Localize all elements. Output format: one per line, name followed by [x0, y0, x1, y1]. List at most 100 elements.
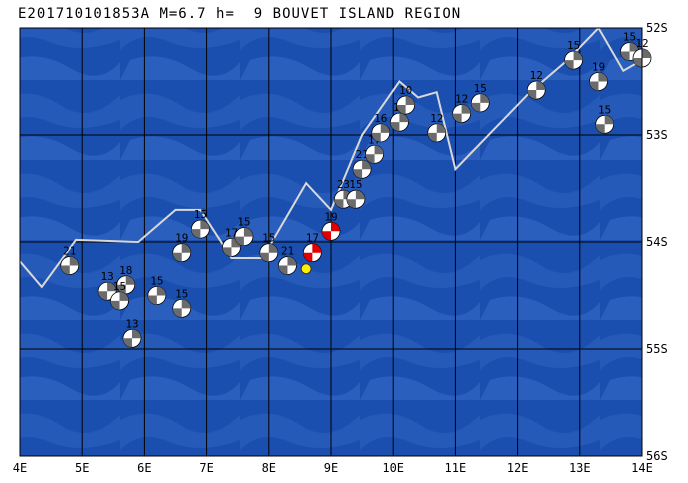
beachball-compression: [365, 154, 375, 164]
mechanism-depth-label: 15: [262, 232, 275, 245]
beachball-compression: [234, 236, 244, 246]
longitude-tick-label: 8E: [262, 461, 276, 475]
latitude-tick-label: 54S: [646, 235, 668, 249]
beachball-compression: [436, 123, 446, 133]
mechanism-depth-label: 23: [337, 178, 350, 191]
beachball-compression: [471, 102, 481, 112]
beachball-compression: [374, 145, 384, 155]
beachball-compression: [355, 190, 365, 200]
beachball-compression: [69, 256, 79, 266]
beachball-compression: [181, 243, 191, 253]
mechanism-depth-label: 19: [324, 210, 337, 223]
beachball-compression: [303, 252, 313, 262]
focal-mechanism: 13: [97, 270, 117, 301]
focal-mechanism: 15: [259, 232, 279, 263]
beachball-compression: [480, 93, 490, 103]
focal-mechanism: 19: [321, 210, 341, 241]
beachball-compression: [331, 222, 340, 232]
beachball-compression: [334, 199, 344, 209]
beachball-compression: [380, 123, 390, 133]
focal-mechanism: 15: [564, 39, 583, 70]
beachball-compression: [259, 252, 269, 262]
beachball-compression: [371, 132, 381, 142]
beachball-compression: [390, 122, 400, 132]
longitude-tick-label: 14E: [631, 461, 653, 475]
focal-mechanism: 15: [346, 178, 366, 209]
focal-mechanism: 16: [371, 112, 391, 143]
mechanism-depth-label: 15: [150, 275, 163, 288]
longitude-tick-label: 4E: [13, 461, 27, 475]
plate-boundary-line: [19, 26, 643, 289]
focal-mechanism: 18: [116, 264, 136, 295]
longitude-tick-label: 5E: [75, 461, 89, 475]
focal-mechanism: 12: [632, 37, 652, 68]
beachball-compression: [620, 51, 630, 61]
beachball-compression: [396, 105, 406, 115]
longitude-tick-label: 6E: [137, 461, 151, 475]
map-title: E201710101853A M=6.7 h= 9 BOUVET ISLAND …: [18, 6, 461, 22]
beachball-compression: [243, 227, 253, 237]
focal-mechanism: 15: [470, 82, 490, 113]
beachball-compression: [119, 291, 129, 301]
beachball-compression: [629, 42, 639, 52]
beachball-compression: [172, 252, 182, 262]
beachball-compression: [191, 229, 201, 239]
epicenter-marker: [300, 263, 312, 275]
beachball-compression: [312, 243, 322, 253]
mechanism-depth-label: 21: [281, 245, 294, 258]
beachball-compression: [172, 308, 182, 318]
beachball-compression: [633, 57, 642, 67]
mechanism-depth-label: 17: [306, 232, 319, 245]
focal-mechanism: 21: [352, 148, 372, 179]
focal-mechanism: 19: [589, 61, 608, 91]
focal-mechanism: 17: [222, 226, 241, 257]
beachball-compression: [131, 329, 141, 339]
longitude-tick-label: 13E: [569, 461, 591, 475]
focal-mechanism: 15: [190, 208, 210, 239]
beachball-compression: [595, 124, 605, 134]
beachball-compression: [362, 160, 372, 170]
latitude-tick-label: 53S: [646, 128, 668, 142]
longitude-tick-label: 11E: [445, 461, 467, 475]
beachball-compression: [107, 282, 117, 292]
beachball-compression: [222, 247, 232, 257]
beachball-compression: [231, 238, 241, 248]
focal-mechanism: 10: [396, 84, 416, 115]
mechanism-depth-label: 10: [399, 84, 412, 97]
axis-tick-labels: 4E 5E 6E 7E 8E 9E 10E 11E 12E 13E 14E 52S 53S 54S 55S 5…: [13, 21, 668, 475]
mechanism-depth-label: 21: [63, 245, 76, 258]
beachball-compression: [598, 72, 608, 82]
beachball-compression: [527, 90, 537, 100]
region-name: BOUVET ISLAND REGION: [272, 6, 462, 22]
beachball-compression: [642, 48, 651, 58]
beachball-compression: [116, 284, 126, 294]
focal-mechanism: 13: [122, 317, 142, 348]
mechanism-depth-label: 15: [598, 103, 611, 116]
beachball-compression: [461, 104, 471, 114]
mechanism-depth-label: 15: [113, 280, 126, 293]
mechanism-depth-label: 19: [592, 61, 605, 74]
map-frame: 2113181315151515191715152117192315211716…: [19, 26, 652, 457]
beachball-compression: [156, 286, 166, 296]
beachball-compression: [573, 51, 583, 61]
mechanism-depth-label: 12: [530, 69, 543, 82]
beachball-compression: [604, 115, 614, 125]
beachball-compression: [405, 96, 415, 106]
beachball-compression: [589, 81, 599, 91]
focal-mechanism: 21: [278, 245, 297, 275]
map-border: [19, 27, 643, 457]
mechanism-depth-label: 12: [455, 93, 468, 106]
focal-mechanism: 15: [595, 103, 615, 134]
mechanism-depth-label: 15: [194, 208, 207, 221]
beachball-compression: [147, 295, 157, 305]
beachball-compression: [278, 265, 288, 275]
latitude-tick-label: 52S: [646, 21, 668, 35]
focal-mechanism: 12: [427, 112, 447, 143]
focal-mechanism: 21: [60, 245, 80, 275]
mechanism-depth-label: 13: [125, 317, 138, 330]
mechanism-depth-label: 19: [175, 232, 188, 245]
beachball-compression: [427, 132, 437, 142]
event-id: E201710101853A: [18, 6, 151, 22]
focal-mechanism: 12: [452, 93, 472, 123]
